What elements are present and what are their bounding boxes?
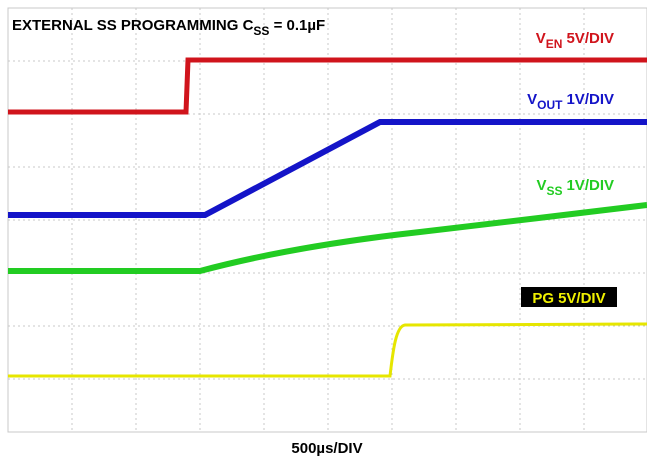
en-label: VEN 5V/DIV: [536, 30, 614, 51]
pg-label: PG 5V/DIV: [532, 290, 605, 307]
ss-label: VSS 1V/DIV: [536, 177, 614, 198]
out-trace: [8, 119, 647, 218]
out-label: VOUT 1V/DIV: [527, 91, 614, 112]
timebase-label: 500µs/DIV: [291, 440, 362, 457]
ss-trace: [8, 202, 647, 274]
en-trace: [8, 57, 647, 115]
pg-trace: [8, 322, 647, 378]
pg-label-bg: [521, 287, 617, 307]
chart-title: EXTERNAL SS PROGRAMMING CSS = 0.1µF: [12, 17, 325, 38]
